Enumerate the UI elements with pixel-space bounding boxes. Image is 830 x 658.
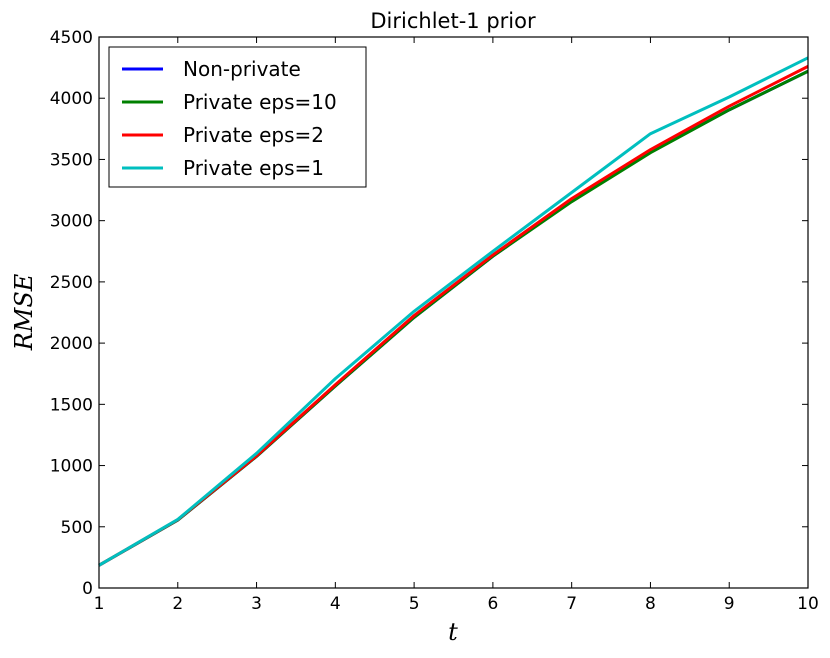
series-layer bbox=[98, 56, 809, 567]
legend-label-0: Non-private bbox=[183, 57, 301, 81]
y-tick-label: 0 bbox=[82, 579, 93, 599]
y-tick-label: 500 bbox=[61, 518, 93, 538]
legend-label-1: Private eps=10 bbox=[183, 90, 337, 114]
y-tick-label: 3500 bbox=[50, 150, 93, 170]
x-tick-label: 5 bbox=[409, 594, 420, 614]
chart-title: Dirichlet-1 prior bbox=[370, 9, 536, 33]
ticks-layer: 1 2 3 4 5 6 7 8 9 10 0 500 1000 1500 2000 2500 3000 3500 4… bbox=[50, 28, 819, 614]
y-tick-label: 4500 bbox=[50, 28, 93, 48]
x-tick-label: 10 bbox=[797, 594, 819, 614]
x-tick-label: 8 bbox=[645, 594, 656, 614]
y-tick-label: 3000 bbox=[50, 212, 93, 232]
x-tick-label: 6 bbox=[487, 594, 498, 614]
x-tick-label: 7 bbox=[566, 594, 577, 614]
legend-label-2: Private eps=2 bbox=[183, 123, 324, 147]
y-tick-label: 2000 bbox=[50, 334, 93, 354]
legend: Non-private Private eps=10 Private eps=2 Pr… bbox=[108, 46, 367, 188]
y-tick-label: 4000 bbox=[50, 89, 93, 109]
y-tick-label: 2500 bbox=[50, 273, 93, 293]
x-tick-label: 1 bbox=[94, 594, 105, 614]
y-tick-label: 1500 bbox=[50, 395, 93, 415]
series-line-3 bbox=[98, 56, 809, 567]
x-tick-label: 9 bbox=[724, 594, 735, 614]
x-tick-label: 3 bbox=[251, 594, 262, 614]
x-axis-label: t bbox=[448, 618, 458, 646]
y-tick-label: 1000 bbox=[50, 457, 93, 477]
x-tick-label: 2 bbox=[172, 594, 183, 614]
x-tick-label: 4 bbox=[330, 594, 341, 614]
legend-label-3: Private eps=1 bbox=[183, 156, 324, 180]
plot-frame bbox=[98, 36, 809, 589]
y-axis-label: RMSE bbox=[10, 273, 38, 351]
